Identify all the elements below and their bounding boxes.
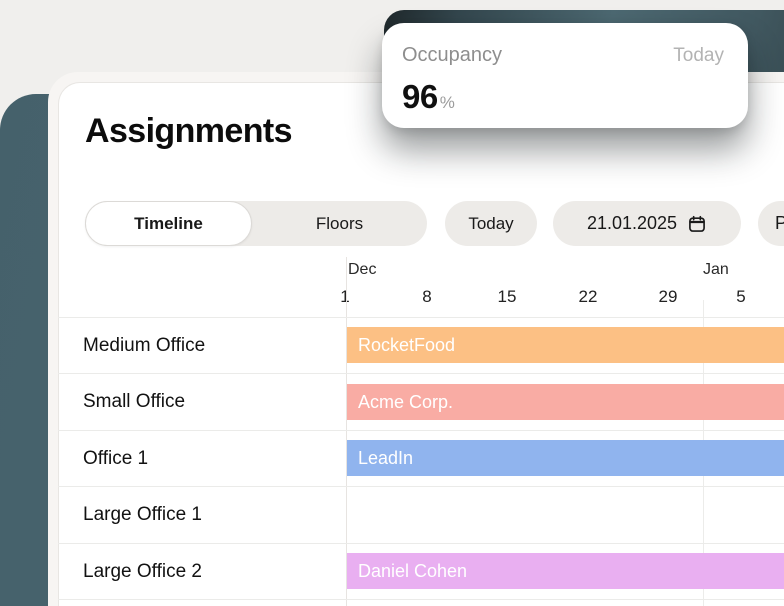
assignment-bar[interactable]: RocketFood bbox=[347, 327, 784, 363]
grid-column-divider bbox=[346, 257, 347, 606]
occupancy-card: Occupancy Today 96 % bbox=[382, 23, 748, 128]
month-label-jan: Jan bbox=[703, 261, 729, 278]
week-label: 22 bbox=[578, 287, 598, 306]
assignment-bar[interactable]: Acme Corp. bbox=[347, 384, 784, 420]
occupancy-title: Occupancy bbox=[402, 44, 503, 66]
week-label: 5 bbox=[736, 287, 746, 306]
room-label: Large Office 2 bbox=[83, 561, 203, 582]
date-picker-button[interactable]: 21.01.2025 bbox=[553, 201, 741, 246]
month-label-dec: Dec bbox=[348, 261, 377, 278]
today-button[interactable]: Today bbox=[445, 201, 537, 246]
room-label: Large Office 1 bbox=[83, 504, 203, 525]
grid-row-line bbox=[58, 373, 784, 374]
segmented-selected-thumb bbox=[85, 201, 252, 246]
week-label: 15 bbox=[497, 287, 517, 306]
occupancy-unit: % bbox=[439, 93, 455, 112]
room-label: Small Office bbox=[83, 391, 186, 412]
grid-row-line bbox=[58, 599, 784, 600]
grid-row-line bbox=[58, 317, 784, 318]
date-value: 21.01.2025 bbox=[586, 213, 678, 233]
week-label: 8 bbox=[422, 287, 432, 306]
grid-row-line bbox=[58, 430, 784, 431]
room-label: Medium Office bbox=[83, 335, 206, 356]
grid-row-line bbox=[58, 486, 784, 487]
calendar-icon bbox=[687, 214, 707, 234]
view-segmented-control[interactable]: Timeline Floors bbox=[85, 201, 427, 246]
week-label: 29 bbox=[658, 287, 678, 306]
grid-row-line bbox=[58, 543, 784, 544]
occupancy-value: 96 bbox=[402, 78, 438, 115]
occupancy-period: Today bbox=[673, 45, 724, 66]
assignment-bar[interactable]: LeadIn bbox=[347, 440, 784, 476]
assignment-bar[interactable]: Daniel Cohen bbox=[347, 553, 784, 589]
week-label: 1 bbox=[340, 287, 350, 306]
tab-floors[interactable]: Floors bbox=[315, 213, 364, 233]
room-label: Office 1 bbox=[83, 448, 149, 469]
page-title: Assignments bbox=[85, 112, 293, 150]
tab-timeline[interactable]: Timeline bbox=[134, 213, 203, 233]
